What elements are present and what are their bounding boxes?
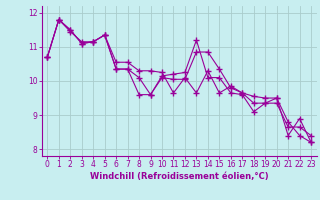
X-axis label: Windchill (Refroidissement éolien,°C): Windchill (Refroidissement éolien,°C): [90, 172, 268, 181]
